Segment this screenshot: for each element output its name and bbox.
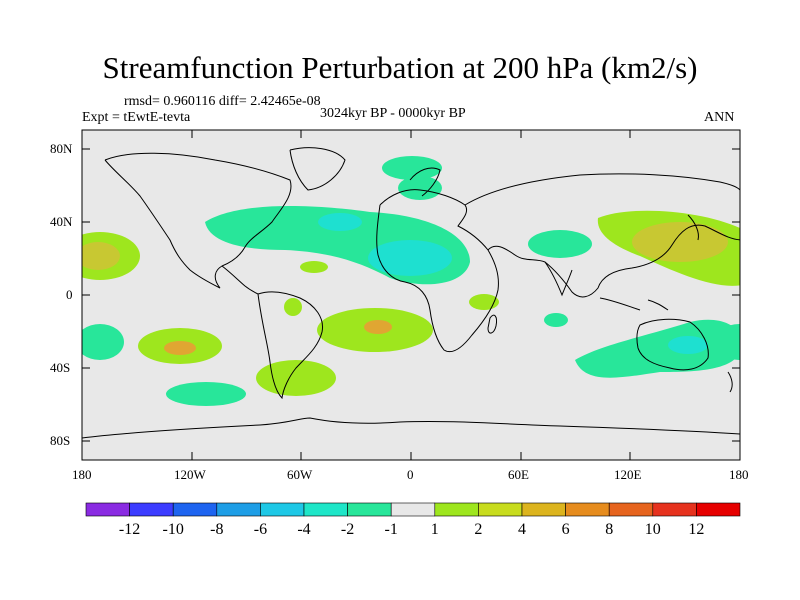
colorbar-swatch — [390, 502, 436, 517]
contour-pos-north-pacific-core — [632, 222, 728, 262]
colorbar-swatch — [696, 502, 741, 517]
contour-neg-australia — [575, 319, 740, 378]
period-label: 3024kyr BP - 0000kyr BP — [320, 106, 466, 121]
colorbar-swatch — [434, 502, 479, 517]
colorbar-label: 2 — [474, 521, 482, 538]
contour-neg-scandinavia — [398, 176, 442, 200]
colorbar-swatch — [129, 502, 174, 517]
colorbar-swatch — [521, 502, 566, 517]
lon-label-180e: 180 — [729, 467, 749, 482]
lon-label-60w: 60W — [287, 467, 313, 482]
colorbar-label: 4 — [518, 521, 526, 538]
colorbar-swatch — [565, 502, 610, 517]
colorbar-label: 10 — [645, 521, 661, 538]
lat-ticks — [82, 148, 740, 442]
lon-label-180w: 180 — [72, 467, 92, 482]
contour-neg-asia — [528, 230, 592, 258]
coastlines — [82, 147, 740, 439]
colorbar-swatch — [347, 502, 392, 517]
lat-label-80s: 80S — [50, 433, 71, 448]
colorbar-swatch — [260, 502, 305, 517]
colorbar-label: -8 — [210, 521, 223, 538]
colorbar-swatch — [303, 502, 348, 517]
contour-pos-east-africa — [469, 294, 499, 310]
contour-neg-indian-ocean — [544, 313, 568, 327]
contour-neg-north-atlantic-high — [382, 156, 442, 180]
colorbar-label: 1 — [431, 521, 439, 538]
colorbar-label: 8 — [605, 521, 613, 538]
contour-neg-atlantic-core — [318, 213, 362, 231]
contour-pos-south-atlantic-core — [364, 320, 392, 334]
lat-label-40n: 40N — [50, 214, 73, 229]
season-label: ANN — [704, 110, 735, 125]
colorbar-label: -10 — [163, 521, 184, 538]
colorbar-label: -4 — [297, 521, 310, 538]
contour-neg-south-pacific — [166, 382, 246, 406]
contour-neg-africa-core — [368, 240, 452, 276]
colorbar-swatch — [172, 502, 218, 517]
contour-pos-southern-ocean — [256, 360, 336, 396]
colorbar-label: -6 — [254, 521, 267, 538]
contour-pos-south-pacific-core — [164, 341, 196, 355]
colorbar-swatch — [608, 502, 654, 517]
colorbar-label: -12 — [119, 521, 140, 538]
colorbar-swatch — [478, 502, 523, 517]
colorbar-label: 12 — [688, 521, 704, 538]
stats-line: rmsd= 0.960116 diff= 2.42465e-08 — [124, 94, 321, 109]
lat-label-80n: 80N — [50, 141, 73, 156]
colorbar-swatch — [85, 502, 130, 517]
plot-title: Streamfunction Perturbation at 200 hPa (… — [102, 50, 698, 85]
contour-pos-north-atlantic-small — [300, 261, 328, 273]
lon-label-60e: 60E — [508, 467, 529, 482]
colorbar-label: -1 — [385, 521, 398, 538]
contour-neg-west-pacific-left — [82, 324, 124, 360]
contour-pos-tropical-atlantic — [284, 298, 302, 316]
experiment-label: Expt = tEwtE-tevta — [82, 110, 191, 125]
contour-neg-australia-core — [668, 336, 708, 354]
lon-label-120e: 120E — [614, 467, 642, 482]
colorbar: -12 -10 -8 -6 -4 -2 -1 1 2 4 6 8 10 12 — [85, 502, 741, 538]
lon-label-0: 0 — [407, 467, 414, 482]
colorbar-swatch — [216, 502, 261, 517]
contour-fills — [82, 147, 740, 439]
colorbar-label: 6 — [562, 521, 570, 538]
lon-ticks — [81, 130, 741, 460]
lon-label-120w: 120W — [174, 467, 206, 482]
colorbar-label: -2 — [341, 521, 354, 538]
colorbar-swatch — [652, 502, 697, 517]
lat-label-40s: 40S — [50, 360, 71, 375]
lat-label-0: 0 — [66, 287, 73, 302]
contour-pos-east-pacific-left-core — [82, 242, 120, 270]
